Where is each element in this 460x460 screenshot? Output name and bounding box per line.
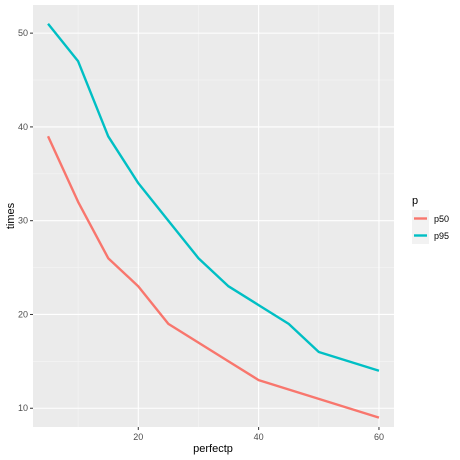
legend-label-p95: p95 [434,231,449,241]
y-tick-label: 30 [18,216,28,226]
legend-title: p [412,195,418,207]
y-axis: 10 20 30 40 50 [18,28,33,413]
series-lines [46,23,380,419]
x-tick-label: 60 [374,432,384,442]
x-tick-label: 40 [254,432,264,442]
y-axis-title: times [5,202,17,229]
series-line-p50 [46,135,380,419]
x-tick-label: 20 [133,432,143,442]
x-axis-title: perfectp [193,443,233,455]
y-tick-label: 20 [18,309,28,319]
legend-label-p50: p50 [434,214,449,224]
x-axis: 20 40 60 [133,427,384,442]
y-tick-label: 40 [18,122,28,132]
major-gridlines [33,5,394,427]
y-tick-label: 10 [18,403,28,413]
legend: p p50 p95 [412,195,449,244]
plot-panel [33,5,394,427]
y-tick-label: 50 [18,28,28,38]
minor-gridlines [33,5,394,427]
series-line-p95 [47,23,380,372]
